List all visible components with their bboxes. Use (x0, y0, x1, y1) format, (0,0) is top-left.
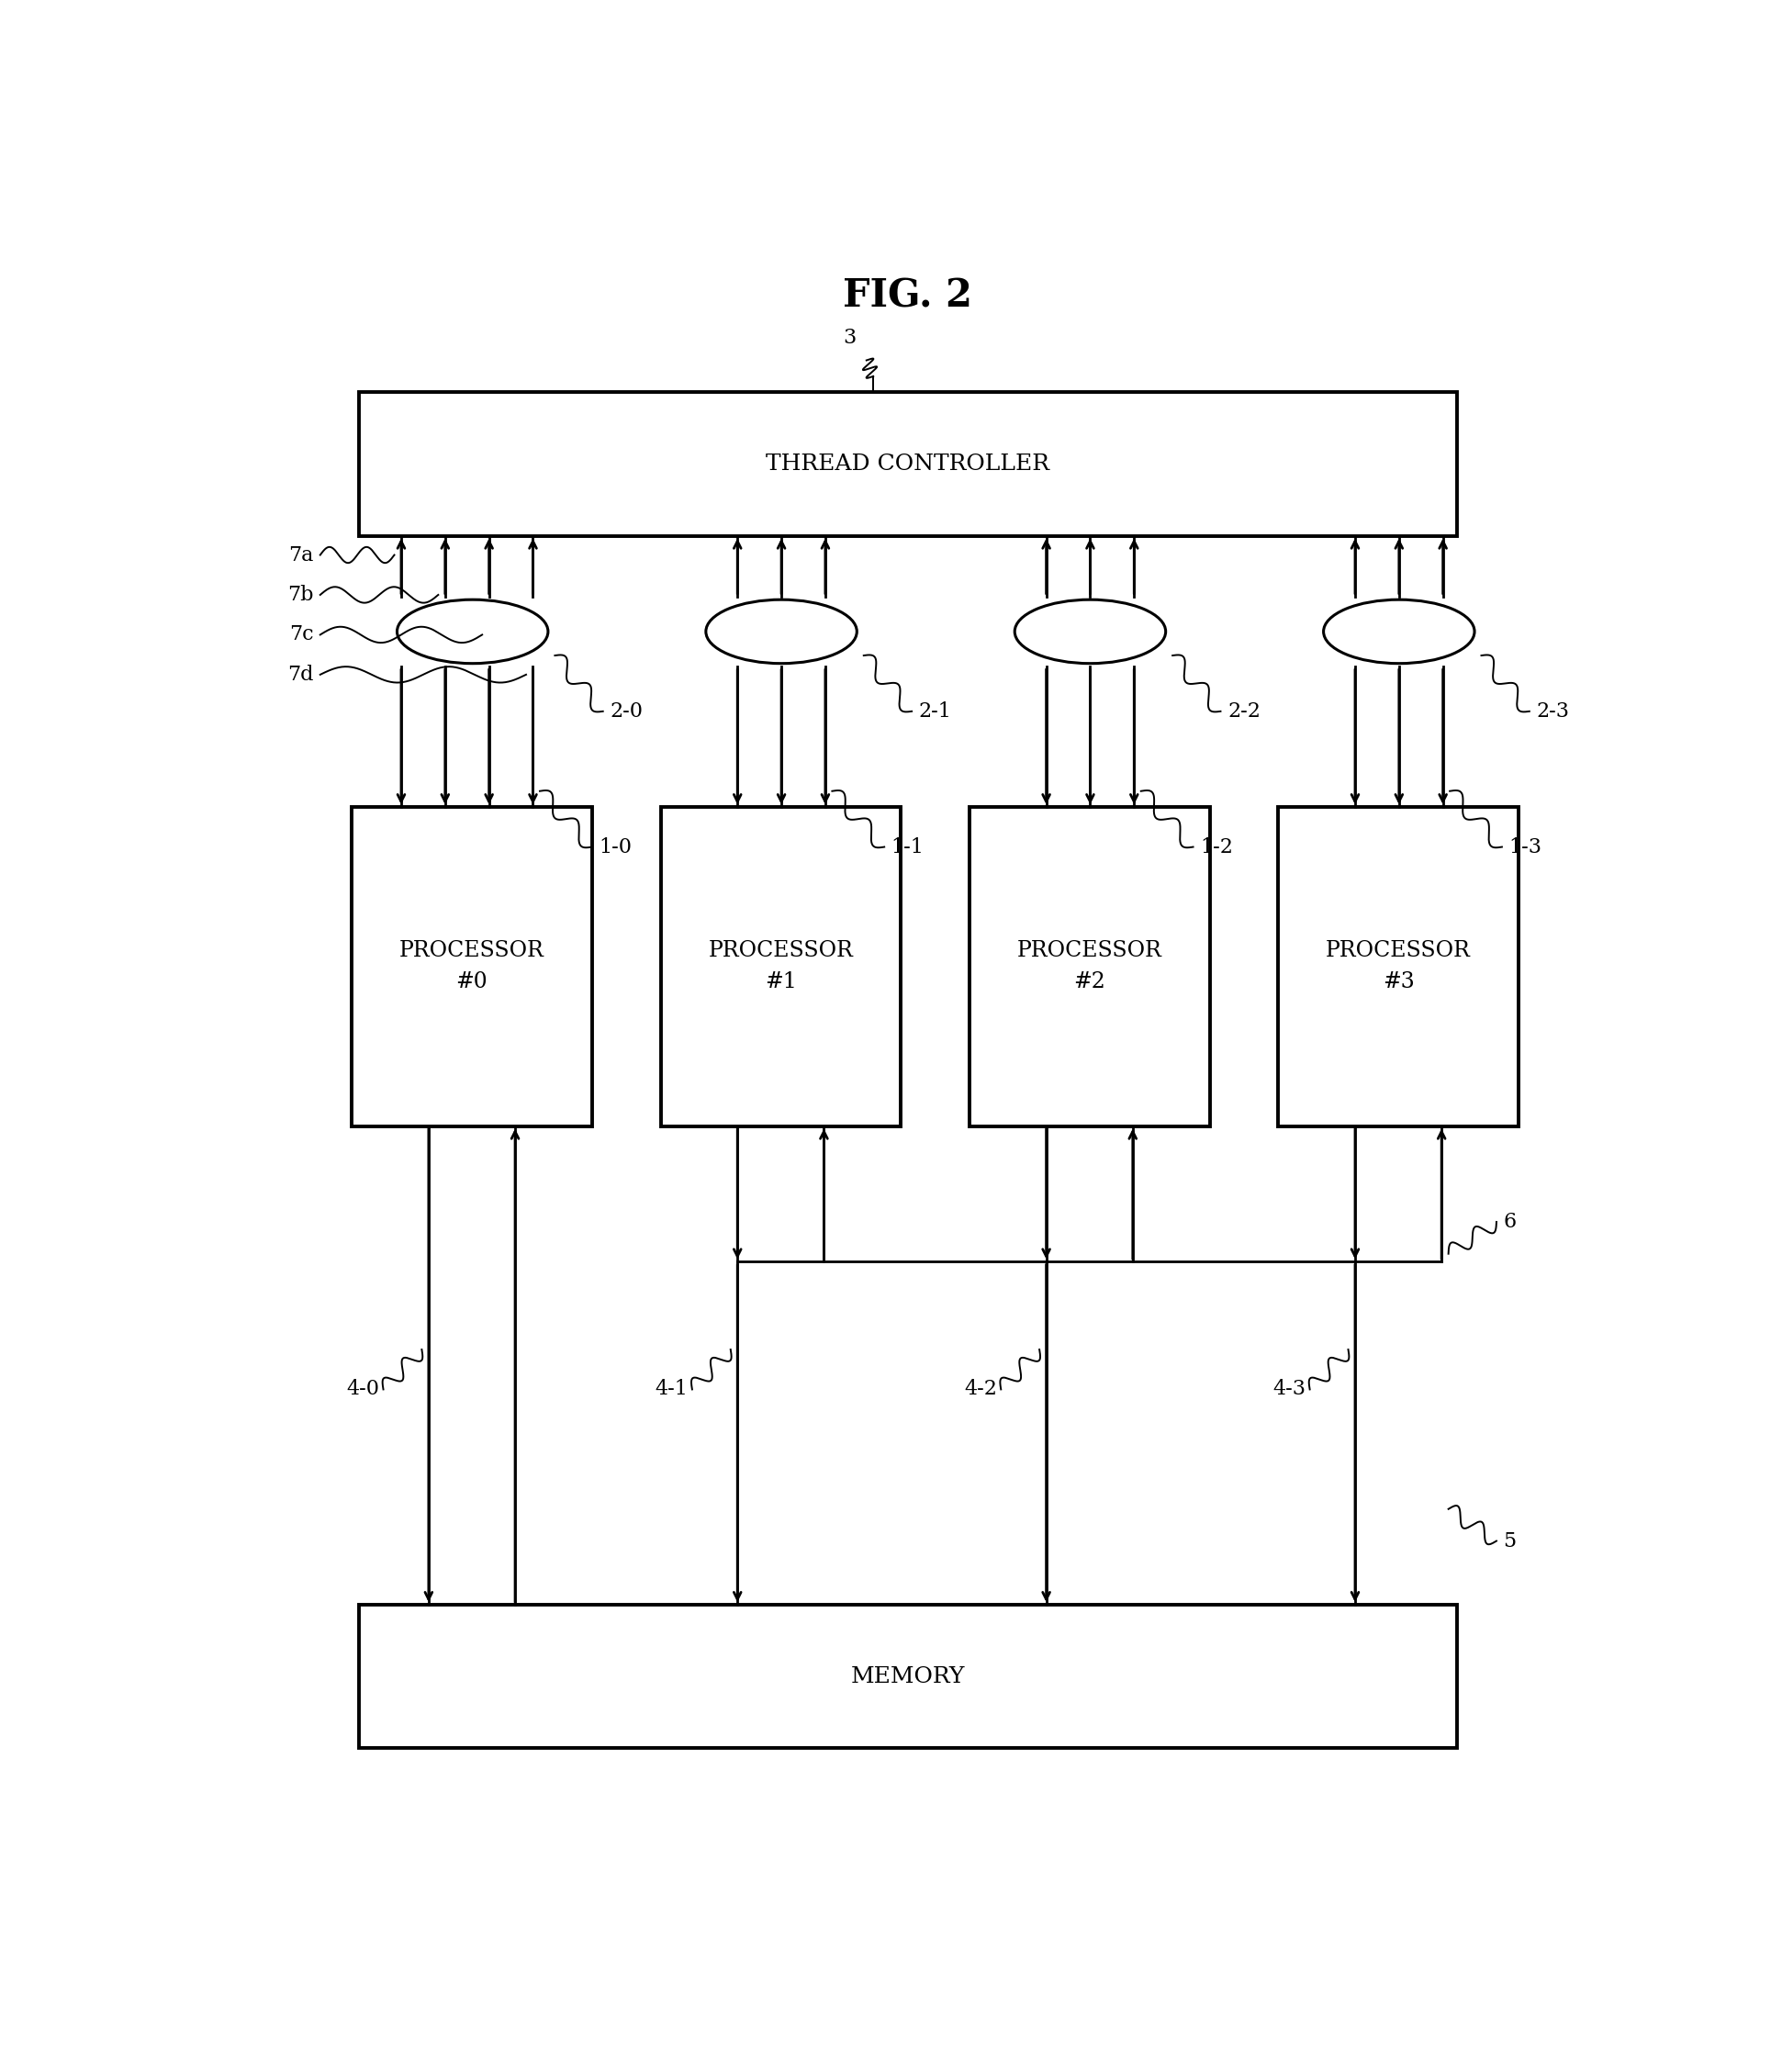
Text: 7b: 7b (287, 584, 313, 605)
Text: 1-3: 1-3 (1509, 837, 1543, 858)
Text: 7a: 7a (289, 545, 313, 566)
Text: 4-2: 4-2 (963, 1380, 997, 1399)
Text: MEMORY: MEMORY (850, 1666, 965, 1687)
Text: 2-1: 2-1 (919, 700, 951, 721)
Text: PROCESSOR
#0: PROCESSOR #0 (400, 941, 544, 992)
Ellipse shape (707, 599, 857, 663)
Text: PROCESSOR
#3: PROCESSOR #3 (1326, 941, 1470, 992)
Text: 6: 6 (1504, 1212, 1516, 1233)
Text: 7d: 7d (287, 665, 313, 684)
Text: 4-3: 4-3 (1273, 1380, 1305, 1399)
Bar (661, 806, 901, 1127)
Text: 1-0: 1-0 (599, 837, 632, 858)
Ellipse shape (1323, 599, 1475, 663)
Bar (352, 806, 592, 1127)
Bar (360, 1604, 1458, 1749)
Text: FIG. 2: FIG. 2 (843, 278, 972, 315)
Text: PROCESSOR
#2: PROCESSOR #2 (1017, 941, 1162, 992)
Text: 4-1: 4-1 (655, 1380, 687, 1399)
Text: THREAD CONTROLLER: THREAD CONTROLLER (765, 454, 1050, 474)
Text: 4-0: 4-0 (345, 1380, 379, 1399)
Text: 2-0: 2-0 (609, 700, 643, 721)
Ellipse shape (1015, 599, 1165, 663)
Text: PROCESSOR
#1: PROCESSOR #1 (708, 941, 854, 992)
Text: 2-3: 2-3 (1535, 700, 1569, 721)
Text: 2-2: 2-2 (1227, 700, 1261, 721)
Text: 1-1: 1-1 (891, 837, 924, 858)
Text: 7c: 7c (289, 624, 313, 644)
Ellipse shape (397, 599, 547, 663)
Bar (360, 392, 1458, 537)
Text: 5: 5 (1504, 1531, 1516, 1552)
Text: 1-2: 1-2 (1201, 837, 1233, 858)
Bar (969, 806, 1210, 1127)
Text: 3: 3 (843, 327, 857, 348)
Bar (1279, 806, 1518, 1127)
